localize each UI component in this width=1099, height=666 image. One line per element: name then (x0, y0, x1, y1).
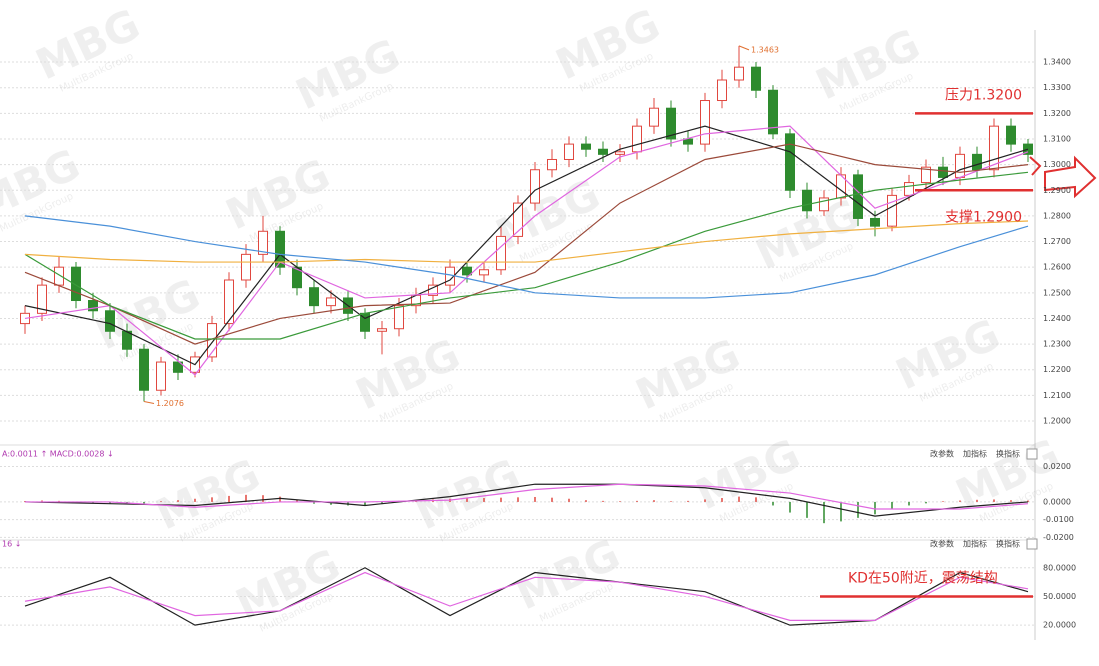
candle-body (88, 300, 98, 312)
toolbar-button[interactable]: 改参数 (930, 539, 954, 549)
y-tick-label: 20.0000 (1043, 621, 1076, 630)
arrow-icon (1044, 155, 1097, 199)
candle-body (513, 202, 523, 237)
annotation-text: 压力1.3200 (945, 87, 1022, 103)
line-series (25, 483, 1029, 510)
candle-body (989, 125, 999, 171)
candle-body (258, 230, 268, 255)
candle-body (632, 125, 642, 153)
candle-body (173, 361, 183, 373)
high-label: 1.3463 (751, 45, 779, 54)
candle-body (785, 133, 795, 191)
y-tick-label: 1.2900 (1043, 186, 1071, 195)
y-tick-label: -0.0200 (1043, 533, 1074, 542)
y-tick-label: 1.2300 (1043, 340, 1071, 349)
candle-body (547, 158, 557, 171)
candle-body (37, 284, 47, 314)
y-tick-label: 1.2600 (1043, 263, 1071, 272)
arrow-icon (1029, 156, 1042, 176)
toolbar-button[interactable]: 加指标 (963, 539, 987, 549)
toolbar-button[interactable]: 换指标 (996, 449, 1020, 459)
y-tick-label: 1.2700 (1043, 237, 1071, 246)
candle-body (819, 197, 829, 212)
candle-body (105, 310, 115, 332)
toolbar-button[interactable]: 加指标 (963, 449, 987, 459)
y-tick-label: 1.2800 (1043, 211, 1071, 220)
line-series (24, 483, 1029, 517)
annotation-text: 支撑1.2900 (945, 209, 1022, 225)
y-tick-label: 50.0000 (1043, 592, 1076, 601)
candle-body (938, 166, 948, 178)
line-series (24, 125, 1029, 366)
candle-body (394, 305, 404, 330)
candle-body (496, 235, 506, 271)
y-tick-label: -0.0100 (1043, 515, 1074, 524)
candle-body (887, 194, 897, 227)
candle-body (326, 297, 336, 307)
line-series (24, 571, 1029, 621)
candle-body (479, 269, 489, 276)
y-tick-label: 0.0000 (1043, 497, 1071, 506)
line-series (24, 125, 1029, 376)
line-series (24, 143, 1029, 345)
candle-body (700, 100, 710, 145)
panel-header: 16 ↓ (2, 540, 21, 549)
toolbar-button[interactable]: 改参数 (930, 449, 954, 459)
y-tick-label: 1.2400 (1043, 314, 1071, 323)
candle-body (649, 107, 659, 127)
candle-body (598, 148, 608, 155)
candle-body (224, 279, 234, 325)
candle-body (853, 174, 863, 219)
line-series (24, 220, 1029, 263)
low-label: 1.2076 (156, 399, 184, 408)
candle-body (870, 217, 880, 227)
candle-body (377, 328, 387, 332)
y-tick-label: 1.3200 (1043, 109, 1071, 118)
close-button[interactable] (1026, 538, 1038, 550)
candle-body (581, 143, 591, 150)
y-tick-label: 1.2500 (1043, 288, 1071, 297)
candle-body (802, 189, 812, 212)
candle-body (309, 287, 319, 307)
candle-body (734, 66, 744, 81)
candle-body (275, 230, 285, 268)
y-tick-label: 0.0200 (1043, 462, 1071, 471)
line-series (24, 215, 1029, 299)
candle-body (1006, 125, 1016, 145)
candle-body (139, 348, 149, 391)
candle-body (904, 182, 914, 196)
candle-body (462, 266, 472, 276)
candle-body (156, 361, 166, 391)
y-tick-label: 1.3000 (1043, 160, 1071, 169)
candle-body (71, 266, 81, 302)
candle-body (972, 153, 982, 171)
y-tick-label: 1.3400 (1043, 58, 1071, 67)
candle-body (615, 151, 625, 155)
candle-body (921, 166, 931, 184)
y-tick-label: 1.2200 (1043, 365, 1071, 374)
toolbar-button[interactable]: 换指标 (996, 539, 1020, 549)
y-tick-label: 1.3100 (1043, 134, 1071, 143)
candle-body (955, 153, 965, 178)
candle-body (768, 89, 778, 135)
line-series (24, 171, 1029, 340)
annotation-text: KD在50附近，震荡结构 (848, 570, 998, 586)
y-tick-label: 1.3300 (1043, 83, 1071, 92)
candle-body (241, 253, 251, 281)
candle-body (530, 169, 540, 204)
panel-header: A:0.0011 ↑ MACD:0.0028 ↓ (2, 450, 114, 459)
candle-body (666, 107, 676, 140)
high-marker (738, 45, 750, 51)
low-marker (143, 401, 155, 405)
candle-body (717, 79, 727, 102)
y-tick-label: 1.2000 (1043, 417, 1071, 426)
candle-body (751, 66, 761, 91)
y-tick-label: 1.2100 (1043, 391, 1071, 400)
y-tick-label: 80.0000 (1043, 563, 1076, 572)
candle-body (564, 143, 574, 160)
close-button[interactable] (1026, 448, 1038, 460)
